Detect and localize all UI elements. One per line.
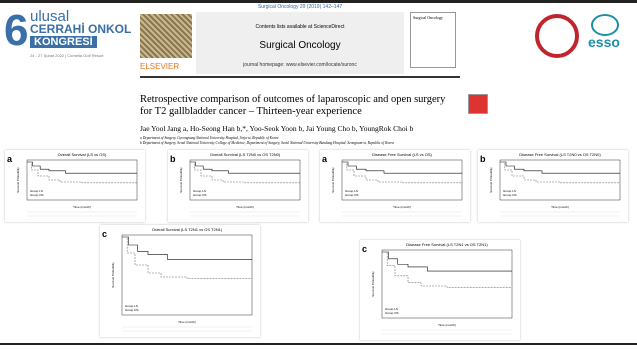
esso-text: esso	[588, 34, 620, 50]
crossmark	[468, 94, 488, 114]
logo-dates: 24 - 27 Şubat 2022 | Cornelia Golf Resor…	[30, 53, 104, 58]
x-axis-label: Time (month)	[438, 323, 456, 327]
km-figure: b Disease Free Survival (LS T2N0 vs OS T2…	[478, 150, 628, 222]
legend-entry: Group OS	[30, 193, 44, 197]
legend-entry: Group OS	[193, 193, 207, 197]
km-figure: a Disease Free Survival (LS vs OS) Surviva…	[320, 150, 470, 222]
y-axis-label: Survival Probability	[371, 271, 375, 297]
bottom-border	[0, 343, 637, 345]
affiliation: b Department of Surgery, Seoul National …	[140, 141, 480, 146]
authors: Jae Yool Jang a, Ho-Seong Han b,*, Yoo-S…	[140, 124, 480, 133]
km-curve	[342, 162, 462, 173]
plot-area	[122, 235, 252, 315]
km-curve	[27, 162, 137, 183]
publisher: ELSEVIER	[140, 62, 179, 71]
slide: 6 ulusal CERRAHİ ONKOL KONGRESİ 24 - 27 …	[0, 0, 637, 351]
esso-emblem	[591, 14, 619, 36]
km-curve	[342, 162, 462, 183]
journal-header: ELSEVIER Surgical Oncology 29 (2019) 142…	[140, 4, 460, 78]
legend-entry: Group OS	[385, 311, 399, 315]
elsevier-logo	[140, 14, 192, 58]
km-curve	[122, 237, 252, 279]
km-curve	[27, 162, 137, 173]
affiliations: a Department of Surgery, Gyeongsang Nati…	[140, 136, 480, 146]
km-figure: a Overall Survival (LS vs OS) Survival Pro…	[5, 150, 145, 222]
article-title: Retrospective comparison of outcomes of …	[140, 94, 460, 118]
km-curve	[190, 162, 300, 183]
km-curve	[382, 252, 512, 271]
logo-text: CERRAHİ ONKOL	[30, 22, 138, 36]
journal-cover: Surgical Oncology	[410, 12, 456, 68]
logo-number: 6	[4, 6, 28, 56]
figure-title: Overall Survival (LS T2N0 vs OS T2N0)	[210, 152, 281, 157]
figure-title: Overall Survival (LS T2N1 vs OS T2N1)	[152, 227, 223, 232]
x-axis-label: Time (month)	[178, 320, 196, 324]
km-curve	[500, 162, 620, 183]
km-curve	[500, 162, 620, 173]
homepage: journal homepage: www.elsevier.com/locat…	[196, 62, 404, 68]
km-figure: b Overall Survival (LS T2N0 vs OS T2N0) Su…	[168, 150, 308, 222]
logo-text: KONGRESİ	[30, 36, 97, 48]
citation: Surgical Oncology 29 (2019) 142–147	[196, 4, 404, 10]
legend-entry: Group OS	[503, 193, 517, 197]
x-axis-label: Time (month)	[73, 205, 91, 209]
y-axis-label: Survival Probability	[331, 167, 335, 193]
panel-label: b	[480, 154, 486, 164]
plot-area	[382, 250, 512, 318]
x-axis-label: Time (month)	[393, 205, 411, 209]
x-axis-label: Time (month)	[551, 205, 569, 209]
plot-area	[500, 160, 620, 200]
y-axis-label: Survival Probability	[489, 167, 493, 193]
km-curve	[190, 162, 300, 173]
panel-label: b	[170, 154, 176, 164]
panel-label: a	[322, 154, 328, 164]
km-curve	[122, 237, 252, 259]
y-axis-label: Survival Probability	[111, 262, 115, 288]
legend-entry: Group OS	[125, 308, 139, 312]
journal-name: Surgical Oncology	[196, 40, 404, 51]
figure-title: Overall Survival (LS vs OS)	[58, 152, 107, 157]
km-curve	[382, 252, 512, 287]
figure-title: Disease Free Survival (LS T2N1 vs OS T2N…	[406, 242, 488, 247]
plot-area	[342, 160, 462, 200]
y-axis-label: Survival Probability	[16, 167, 20, 193]
figure-title: Disease Free Survival (LS T2N0 vs OS T2N…	[519, 152, 601, 157]
legend-entry: Group OS	[345, 193, 359, 197]
panel-label: c	[102, 229, 107, 239]
panel-label: a	[7, 154, 13, 164]
x-axis-label: Time (month)	[236, 205, 254, 209]
top-border	[0, 0, 637, 3]
panel-label: c	[362, 244, 367, 254]
society-logo	[535, 14, 579, 58]
y-axis-label: Survival Probability	[179, 167, 183, 193]
km-figure: c Disease Free Survival (LS T2N1 vs OS T2…	[360, 240, 520, 340]
contents: Contents lists available at ScienceDirec…	[196, 24, 404, 30]
km-figure: c Overall Survival (LS T2N1 vs OS T2N1) Su…	[100, 225, 260, 337]
figure-title: Disease Free Survival (LS vs OS)	[372, 152, 432, 157]
